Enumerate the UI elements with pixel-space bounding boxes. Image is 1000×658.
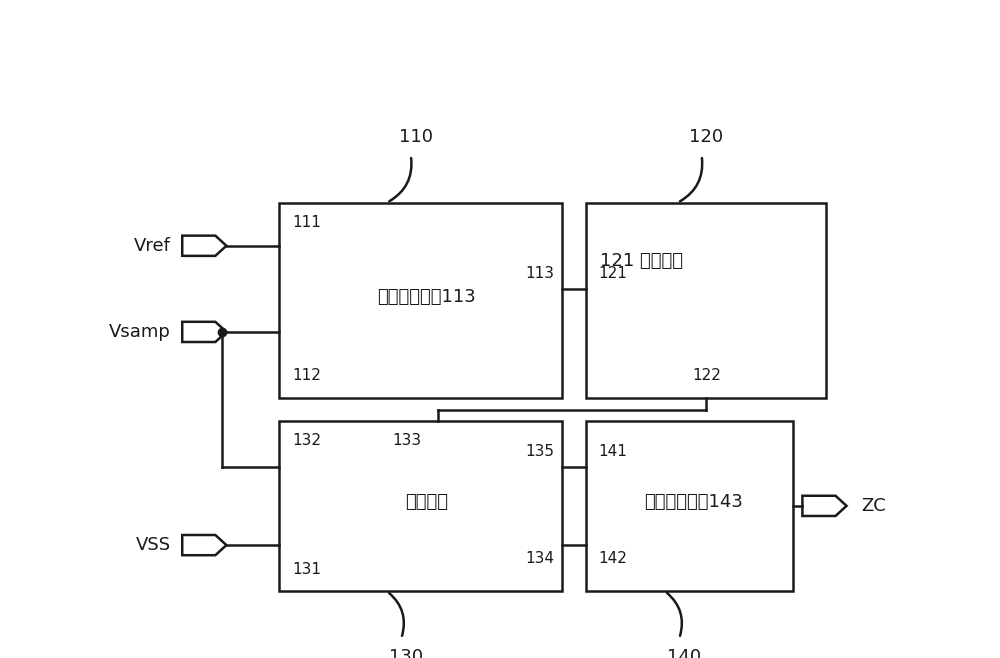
Text: 135: 135: [526, 444, 555, 459]
Text: 第一比较模块113: 第一比较模块113: [377, 288, 476, 306]
Text: 120: 120: [689, 128, 723, 146]
Text: 112: 112: [293, 368, 322, 383]
Text: 141: 141: [598, 444, 627, 459]
Bar: [586, 420, 793, 591]
Bar: [586, 203, 826, 399]
Text: 121 逻辑模块: 121 逻辑模块: [600, 251, 683, 270]
Text: Vsamp: Vsamp: [109, 323, 171, 341]
Text: 122: 122: [692, 368, 721, 383]
Text: 133: 133: [392, 433, 421, 448]
Text: 131: 131: [293, 562, 322, 577]
Text: Vref: Vref: [134, 237, 171, 255]
Bar: [279, 203, 562, 399]
Text: 补偿模块: 补偿模块: [405, 494, 448, 511]
Text: 111: 111: [293, 215, 322, 230]
Text: 142: 142: [598, 551, 627, 567]
Text: 132: 132: [293, 433, 322, 448]
Text: 130: 130: [389, 648, 423, 658]
Text: ZC: ZC: [861, 497, 886, 515]
Text: 121: 121: [598, 266, 627, 281]
Bar: [279, 420, 562, 591]
Text: 134: 134: [526, 551, 555, 567]
Text: 113: 113: [526, 266, 555, 281]
Text: VSS: VSS: [136, 536, 171, 554]
Text: 110: 110: [399, 128, 433, 146]
Text: 140: 140: [667, 648, 701, 658]
Text: 第二比较模块143: 第二比较模块143: [644, 494, 743, 511]
